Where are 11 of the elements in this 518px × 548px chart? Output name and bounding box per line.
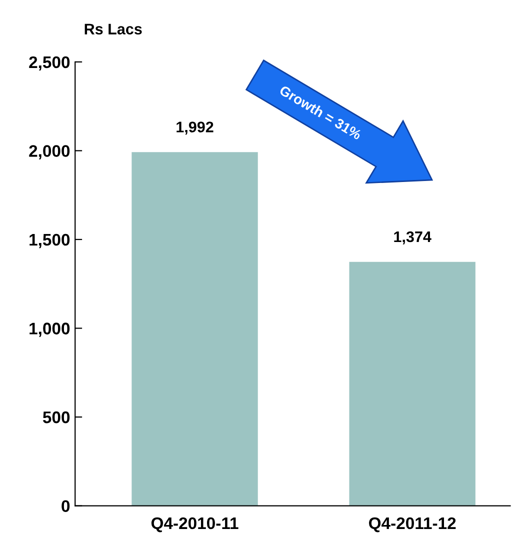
data-label: 1,374 (394, 231, 432, 244)
y-tick-label: 1,500 (30, 234, 70, 248)
y-tick-label: 1,000 (30, 322, 70, 337)
x-tick-label: Q4-2011-12 (369, 517, 456, 532)
y-tick-label: 0 (62, 500, 70, 512)
y-tick-label: 2,500 (29, 56, 70, 71)
data-label: 1,992 (176, 122, 214, 135)
y-tick-label: 2,000 (29, 145, 70, 160)
x-tick-label: Q4-2010-11 (151, 517, 238, 532)
y-tick-label: 500 (42, 411, 70, 424)
y-axis-title: Rs Lacs (84, 24, 142, 34)
